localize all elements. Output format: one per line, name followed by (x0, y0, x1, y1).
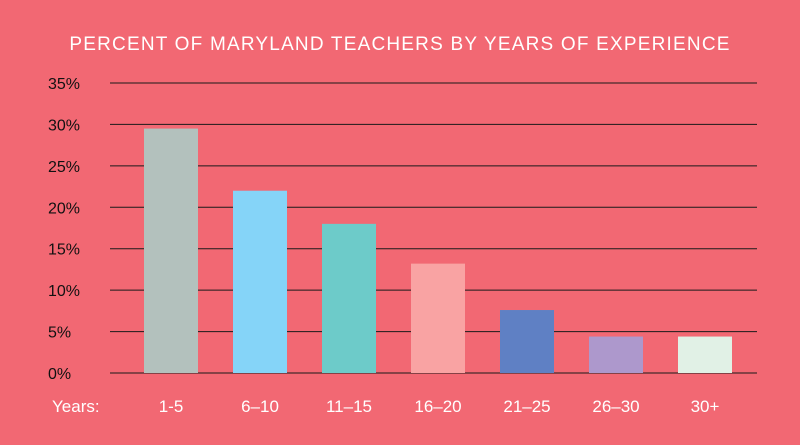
bar-1 (233, 190, 287, 373)
bar-3 (411, 263, 465, 373)
x-tick-label: 11–15 (326, 397, 372, 416)
x-tick-label: 16–20 (414, 397, 461, 416)
bar-2 (322, 223, 376, 373)
bars (144, 128, 732, 373)
y-tick-label: 30% (48, 117, 80, 134)
y-axis-tick-labels: 0% 5% 10% 15% 20% 25% 30% 35% (48, 76, 80, 383)
y-tick-label: 20% (48, 200, 80, 217)
x-tick-label: 6–10 (241, 397, 279, 416)
x-tick-label: 21–25 (503, 397, 550, 416)
chart-title: PERCENT OF MARYLAND TEACHERS BY YEARS OF… (69, 34, 730, 55)
y-tick-label: 10% (48, 283, 80, 300)
y-tick-label: 25% (48, 159, 80, 176)
y-tick-label: 0% (48, 366, 71, 383)
bar-0 (144, 128, 198, 373)
bar-5 (589, 336, 643, 373)
y-tick-label: 15% (48, 242, 80, 259)
x-tick-label: 30+ (691, 397, 720, 416)
x-axis-label: Years: (52, 397, 100, 416)
x-axis-category-labels: 1-5 6–10 11–15 16–20 21–25 26–30 30+ (159, 397, 720, 416)
bar-6 (678, 336, 732, 373)
x-tick-label: 26–30 (592, 397, 639, 416)
bar-4 (500, 310, 554, 373)
y-tick-label: 5% (48, 325, 71, 342)
x-tick-label: 1-5 (159, 397, 184, 416)
y-tick-label: 35% (48, 76, 80, 93)
